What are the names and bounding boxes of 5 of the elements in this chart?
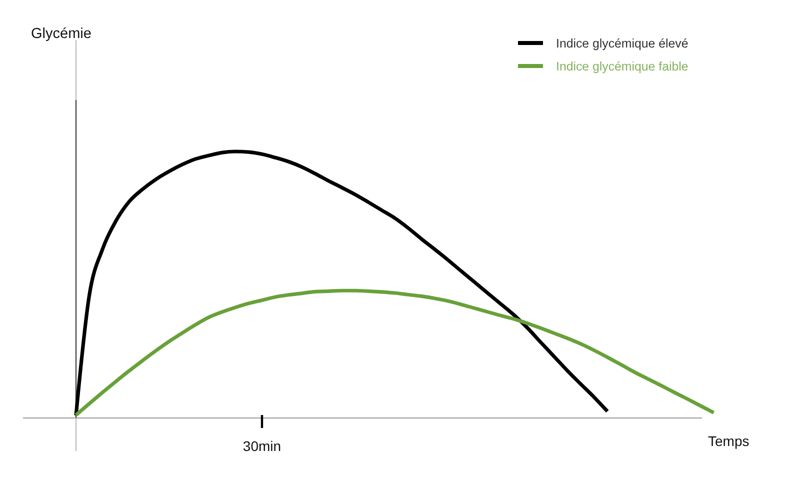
x-axis-title: Temps (708, 433, 750, 449)
text: Glycémie (31, 26, 92, 42)
text: 30min (242, 438, 282, 454)
legend-label: Indice glycémique faible (556, 60, 688, 74)
legend-label: Indice glycémique élevé (556, 36, 688, 50)
